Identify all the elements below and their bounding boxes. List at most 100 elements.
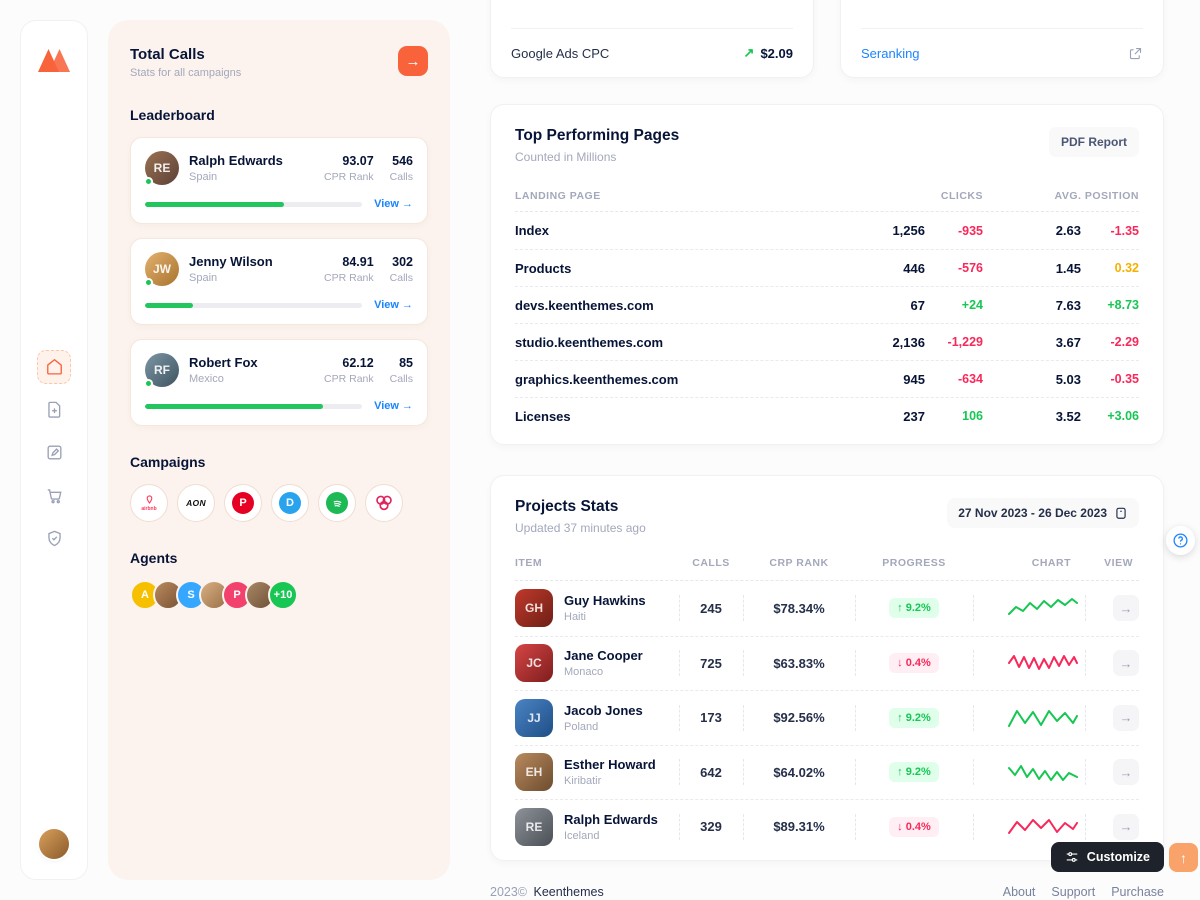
user-avatar[interactable] (39, 829, 69, 859)
progress-badge: ↓ 0.4% (889, 653, 939, 674)
page-name: Products (515, 260, 572, 276)
customize-label: Customize (1086, 850, 1150, 864)
col-calls: CALLS (692, 556, 730, 569)
view-row-button[interactable]: → (1113, 704, 1139, 731)
table-row: JC Jane Cooper Monaco 725 $63.83% ↓ 0.4%… (515, 635, 1139, 691)
leader-name: Jenny Wilson (189, 254, 273, 269)
clicks-value: 446 (903, 260, 925, 276)
customize-button[interactable]: Customize (1050, 842, 1164, 872)
date-range-value: 27 Nov 2023 - 26 Dec 2023 (958, 506, 1107, 520)
footer-link-purchase[interactable]: Purchase (1111, 884, 1164, 899)
clicks-value: 67 (910, 297, 925, 313)
view-link[interactable]: View → (374, 400, 413, 412)
agents-title: Agents (130, 550, 178, 566)
project-person-country: Iceland (564, 829, 600, 842)
calendar-icon (1116, 507, 1126, 519)
avg-position-delta: +8.73 (1107, 298, 1139, 312)
sidebar-item-home[interactable] (37, 349, 71, 384)
avatar-initials: JW (153, 262, 171, 276)
cpr-rank-value: 93.07 (342, 153, 374, 168)
crp-rank-value: $64.02% (743, 765, 855, 780)
leader-name: Robert Fox (189, 355, 258, 370)
footer-link-about[interactable]: About (1002, 884, 1036, 899)
sidebar-item-add-document[interactable] (37, 393, 71, 427)
trend-sparkline (973, 651, 1085, 675)
sidebar-item-notes[interactable] (37, 436, 71, 470)
footer-link-support[interactable]: Support (1051, 884, 1096, 899)
brand-link[interactable]: Keenthemes (533, 884, 604, 899)
scroll-top-button[interactable]: ↑ (1169, 843, 1198, 872)
help-button[interactable] (1166, 526, 1195, 555)
campaign-loops[interactable] (365, 484, 403, 522)
view-row-button[interactable]: → (1113, 759, 1139, 786)
avatar: GH (515, 589, 553, 628)
campaign-airbnb[interactable]: airbnb (130, 484, 168, 522)
disqus-icon: D (279, 492, 301, 514)
pdf-report-button[interactable]: PDF Report (1049, 127, 1139, 157)
expand-panel-button[interactable]: → (398, 46, 428, 76)
avatar-initials: RF (154, 363, 170, 377)
footer: 2023© Keenthemes About Support Purchase (490, 885, 1164, 899)
loops-icon (376, 495, 392, 511)
leader-name: Ralph Edwards (189, 153, 283, 168)
project-person-country: Haiti (564, 611, 587, 624)
clicks-delta: +24 (961, 298, 983, 312)
sidebar-item-cart[interactable] (37, 479, 71, 513)
shield-check-icon (45, 529, 64, 548)
campaigns-list: airbnb AON P D (130, 484, 428, 522)
view-link[interactable]: View → (374, 198, 413, 210)
calls-value: 245 (679, 601, 743, 616)
col-crp-rank: CRP RANK (769, 556, 829, 569)
top-pages-card: Top Performing Pages Counted in Millions… (490, 104, 1164, 445)
logo[interactable] (37, 45, 71, 76)
view-row-button[interactable]: → (1113, 595, 1139, 622)
view-row-button[interactable]: → (1113, 650, 1139, 677)
sliders-icon (1066, 852, 1078, 862)
table-row: Products 446 -576 1.45 0.32 (515, 249, 1139, 286)
avg-position-delta: -1.35 (1110, 223, 1140, 238)
project-person-name: Jane Cooper (564, 648, 643, 664)
view-row-button[interactable]: → (1113, 813, 1139, 840)
avg-position-delta: +3.06 (1107, 409, 1139, 423)
calls-value: 329 (679, 819, 743, 834)
agents-more-badge[interactable]: +10 (268, 580, 298, 610)
calls-value: 642 (679, 765, 743, 780)
avatar: JJ (515, 698, 553, 737)
col-chart: CHART (1031, 556, 1071, 569)
clicks-value: 945 (903, 371, 925, 387)
campaign-disqus[interactable]: D (271, 484, 309, 522)
avg-position-value: 7.63 (1055, 297, 1081, 313)
campaigns-title: Campaigns (130, 454, 206, 470)
projects-table: ITEM CALLS CRP RANK PROGRESS CHART VIEW … (515, 545, 1139, 854)
kpi-card-ads: Google Ads CPC ↗ $2.09 (490, 0, 814, 78)
aon-label: AON (186, 498, 206, 508)
avg-position-delta: -2.29 (1110, 335, 1140, 349)
date-range-picker[interactable]: 27 Nov 2023 - 26 Dec 2023 (947, 498, 1139, 528)
table-row: studio.keenthemes.com 2,136 -1,229 3.67 … (515, 323, 1139, 360)
view-link[interactable]: View → (374, 299, 413, 311)
clicks-value: 237 (903, 408, 925, 424)
notes-icon (45, 443, 64, 462)
project-person-country: Monaco (564, 666, 604, 679)
table-row: Index 1,256 -935 2.63 -1.35 (515, 212, 1139, 249)
cart-icon (45, 486, 64, 505)
kpi-cards-row: Google Ads CPC ↗ $2.09 Seranking (490, 0, 1164, 78)
arrow-up-icon: ↑ (1180, 849, 1187, 866)
kpi-value: $2.09 (760, 45, 793, 61)
progress-badge: ↓ 0.4% (889, 816, 939, 837)
table-row: devs.keenthemes.com 67 +24 7.63 +8.73 (515, 286, 1139, 323)
campaign-spotify[interactable] (318, 484, 356, 522)
campaign-aon[interactable]: AON (177, 484, 215, 522)
home-icon (45, 357, 64, 376)
clicks-delta: -935 (957, 223, 983, 238)
projects-title: Projects Stats (515, 498, 619, 515)
panel-subtitle: Stats for all campaigns (130, 67, 242, 79)
online-status-dot (144, 278, 153, 287)
campaign-pinterest[interactable]: P (224, 484, 262, 522)
external-link-icon[interactable] (1128, 46, 1143, 61)
sidebar-item-security[interactable] (37, 522, 71, 556)
progress-bar (145, 302, 363, 308)
seranking-link[interactable]: Seranking (861, 45, 920, 61)
kpi-card-tools: Seranking (840, 0, 1164, 78)
